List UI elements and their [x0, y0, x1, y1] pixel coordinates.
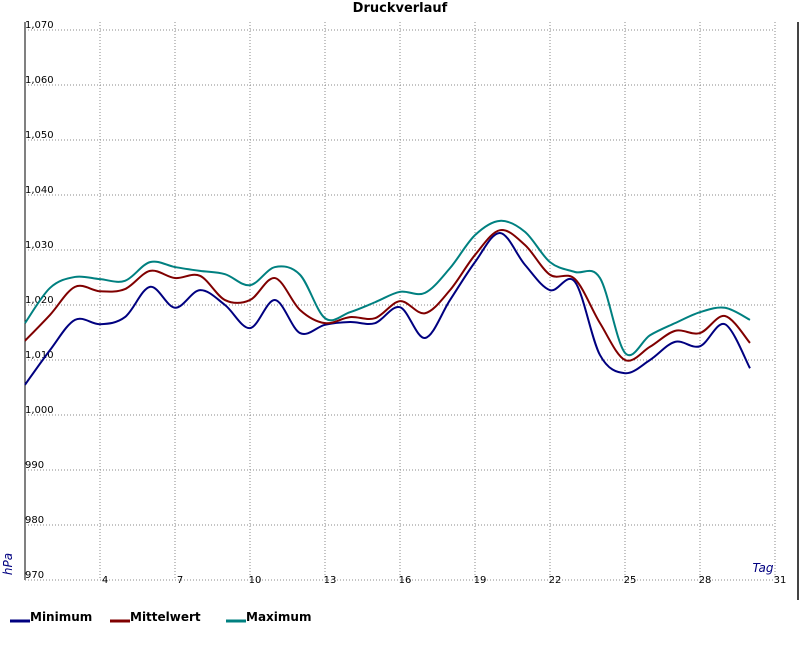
legend-label: Maximum — [246, 610, 311, 624]
legend-label: Minimum — [30, 610, 92, 624]
y-tick-label: 1,070 — [25, 20, 54, 31]
x-tick-label: 28 — [699, 575, 712, 586]
x-tick-label: 19 — [474, 575, 487, 586]
x-tick-label: 13 — [324, 575, 337, 586]
y-tick-label: 1,040 — [25, 185, 54, 196]
x-tick-label: 10 — [249, 575, 262, 586]
series-line — [24, 219, 751, 357]
legend-label: Mittelwert — [130, 610, 201, 624]
y-axis-label: hPa — [1, 553, 15, 575]
chart-title: Druckverlauf — [353, 1, 448, 16]
y-tick-label: 1,030 — [25, 240, 54, 251]
y-tick-label: 990 — [25, 460, 44, 471]
y-tick-label: 1,000 — [25, 405, 54, 416]
y-tick-label: 1,050 — [25, 130, 54, 141]
y-tick-label: 1,060 — [25, 75, 54, 86]
series-line — [24, 229, 751, 362]
x-tick-label: 31 — [774, 575, 787, 586]
y-tick-label: 970 — [25, 570, 44, 581]
y-tick-label: 1,010 — [25, 350, 54, 361]
series-line — [24, 231, 751, 386]
x-tick-label: 25 — [624, 575, 637, 586]
x-tick-label: 22 — [549, 575, 562, 586]
y-tick-label: 980 — [25, 515, 44, 526]
x-tick-label: 16 — [399, 575, 412, 586]
x-tick-label: 4 — [102, 575, 108, 586]
x-tick-label: 7 — [177, 575, 183, 586]
x-axis-label: Tag — [752, 561, 773, 575]
